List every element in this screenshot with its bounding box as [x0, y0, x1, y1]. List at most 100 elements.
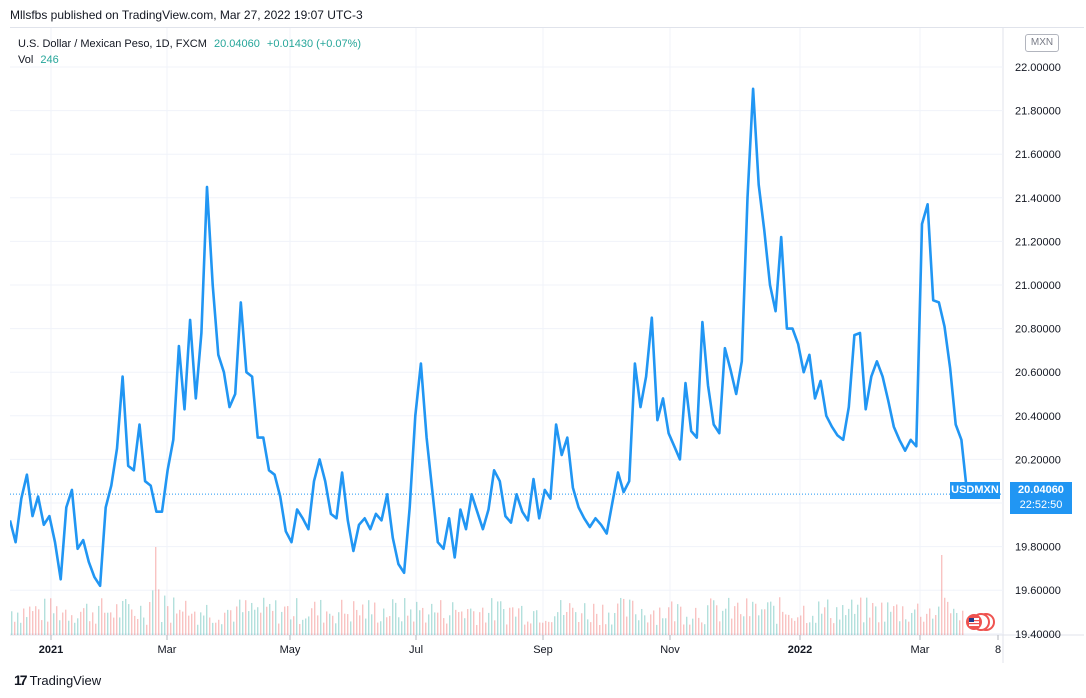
volume-bar	[89, 621, 91, 635]
tradingview-logo-icon: 17	[14, 672, 28, 688]
volume-bar	[212, 622, 214, 635]
y-tick-label: 19.40000	[1015, 629, 1061, 641]
volume-bar	[146, 624, 148, 635]
legend-symbol[interactable]: U.S. Dollar / Mexican Peso, 1D, FXCM	[18, 38, 207, 50]
volume-bar	[878, 622, 880, 635]
volume-bar	[233, 621, 235, 635]
volume-bar	[563, 614, 565, 635]
volume-bar	[167, 606, 169, 635]
chart-area[interactable]: 22.00000 21.80000 21.60000 21.40000 21.20000…	[10, 27, 1084, 663]
events-flag-icon[interactable]	[960, 612, 996, 632]
volume-bar	[515, 616, 517, 635]
volume-bar	[128, 604, 130, 635]
volume-bar	[767, 602, 769, 635]
volume-bar	[875, 606, 877, 635]
volume-bar	[797, 617, 799, 635]
volume-bar	[74, 622, 76, 635]
volume-bar	[134, 615, 136, 635]
volume-bar	[344, 613, 346, 635]
volume-bar	[377, 622, 379, 635]
volume-bar	[932, 618, 934, 635]
volume-bar	[710, 598, 712, 635]
last-price-tag: 20.04060 22:52:50	[1010, 482, 1072, 514]
volume-bar	[41, 620, 43, 635]
volume-bar	[110, 612, 112, 635]
volume-bar	[125, 599, 127, 635]
volume-bar	[623, 598, 625, 635]
volume-bar	[503, 609, 505, 635]
volume-bar	[59, 620, 61, 635]
volume-bar	[47, 621, 49, 635]
y-tick-label: 20.80000	[1015, 324, 1061, 336]
volume-bar	[656, 624, 658, 635]
volume-bar	[290, 619, 292, 635]
volume-bar	[236, 606, 238, 635]
volume-bar	[734, 606, 736, 635]
volume-bar	[158, 589, 160, 635]
volume-bar	[614, 612, 616, 635]
volume-bar	[944, 597, 946, 635]
volume-bar	[380, 621, 382, 635]
volume-bar	[272, 610, 274, 635]
volume-bar	[92, 612, 94, 635]
volume-bar	[887, 602, 889, 635]
y-tick-label: 20.60000	[1015, 367, 1061, 379]
volume-bar	[635, 614, 637, 635]
volume-bar	[65, 609, 67, 635]
y-tick-label: 20.20000	[1015, 454, 1061, 466]
volume-bar	[848, 608, 850, 635]
volume-bar	[122, 600, 124, 635]
volume-bar	[164, 595, 166, 635]
y-tick-label: 21.80000	[1015, 106, 1061, 118]
volume-bar	[776, 623, 778, 635]
footer-brand[interactable]: 17 TradingView	[14, 672, 101, 688]
volume-bar	[353, 601, 355, 635]
volume-bar	[80, 611, 82, 635]
volume-bar	[287, 606, 289, 635]
legend-vol-label[interactable]: Vol	[18, 54, 34, 66]
volume-bar	[713, 600, 715, 635]
volume-bar	[665, 618, 667, 635]
volume-bar	[254, 609, 256, 635]
volume-bar	[506, 624, 508, 635]
volume-bar	[686, 616, 688, 635]
volume-bar	[680, 606, 682, 635]
volume-bar	[311, 608, 313, 635]
volume-bar	[104, 612, 106, 635]
volume-bar	[851, 599, 853, 635]
volume-bar	[707, 605, 709, 635]
x-tick-label: 8	[995, 644, 1001, 656]
volume-bar	[512, 607, 514, 635]
volume-bar	[314, 601, 316, 635]
volume-bar	[815, 622, 817, 635]
volume-bar	[86, 603, 88, 635]
volume-bar	[140, 605, 142, 635]
y-tick-label: 21.40000	[1015, 193, 1061, 205]
volume-bar	[749, 616, 751, 635]
volume-bar	[839, 619, 841, 635]
volume-bar	[119, 617, 121, 635]
volume-bar	[200, 612, 202, 635]
volume-bar	[725, 608, 727, 635]
volume-bar	[422, 607, 424, 635]
last-price: 20.04060	[1018, 484, 1064, 496]
volume-bar	[38, 609, 40, 635]
volume-bar	[737, 602, 739, 635]
volume-bar	[629, 599, 631, 635]
volume-bar	[461, 611, 463, 635]
currency-badge[interactable]: MXN	[1025, 34, 1059, 52]
volume-bar	[437, 612, 439, 635]
volume-bar	[227, 609, 229, 635]
volume-bar	[959, 620, 961, 635]
volume-bar	[173, 597, 175, 635]
volume-bar	[791, 618, 793, 635]
volume-bar	[263, 597, 265, 635]
volume-bar	[920, 616, 922, 635]
x-tick-label: Jul	[409, 644, 423, 656]
volume-bar	[293, 616, 295, 635]
volume-bar	[329, 613, 331, 635]
volume-bar	[611, 624, 613, 635]
volume-bar	[395, 602, 397, 635]
volume-bar	[704, 624, 706, 635]
price-chart[interactable]: 22.00000 21.80000 21.60000 21.40000 21.20000…	[10, 28, 1084, 663]
